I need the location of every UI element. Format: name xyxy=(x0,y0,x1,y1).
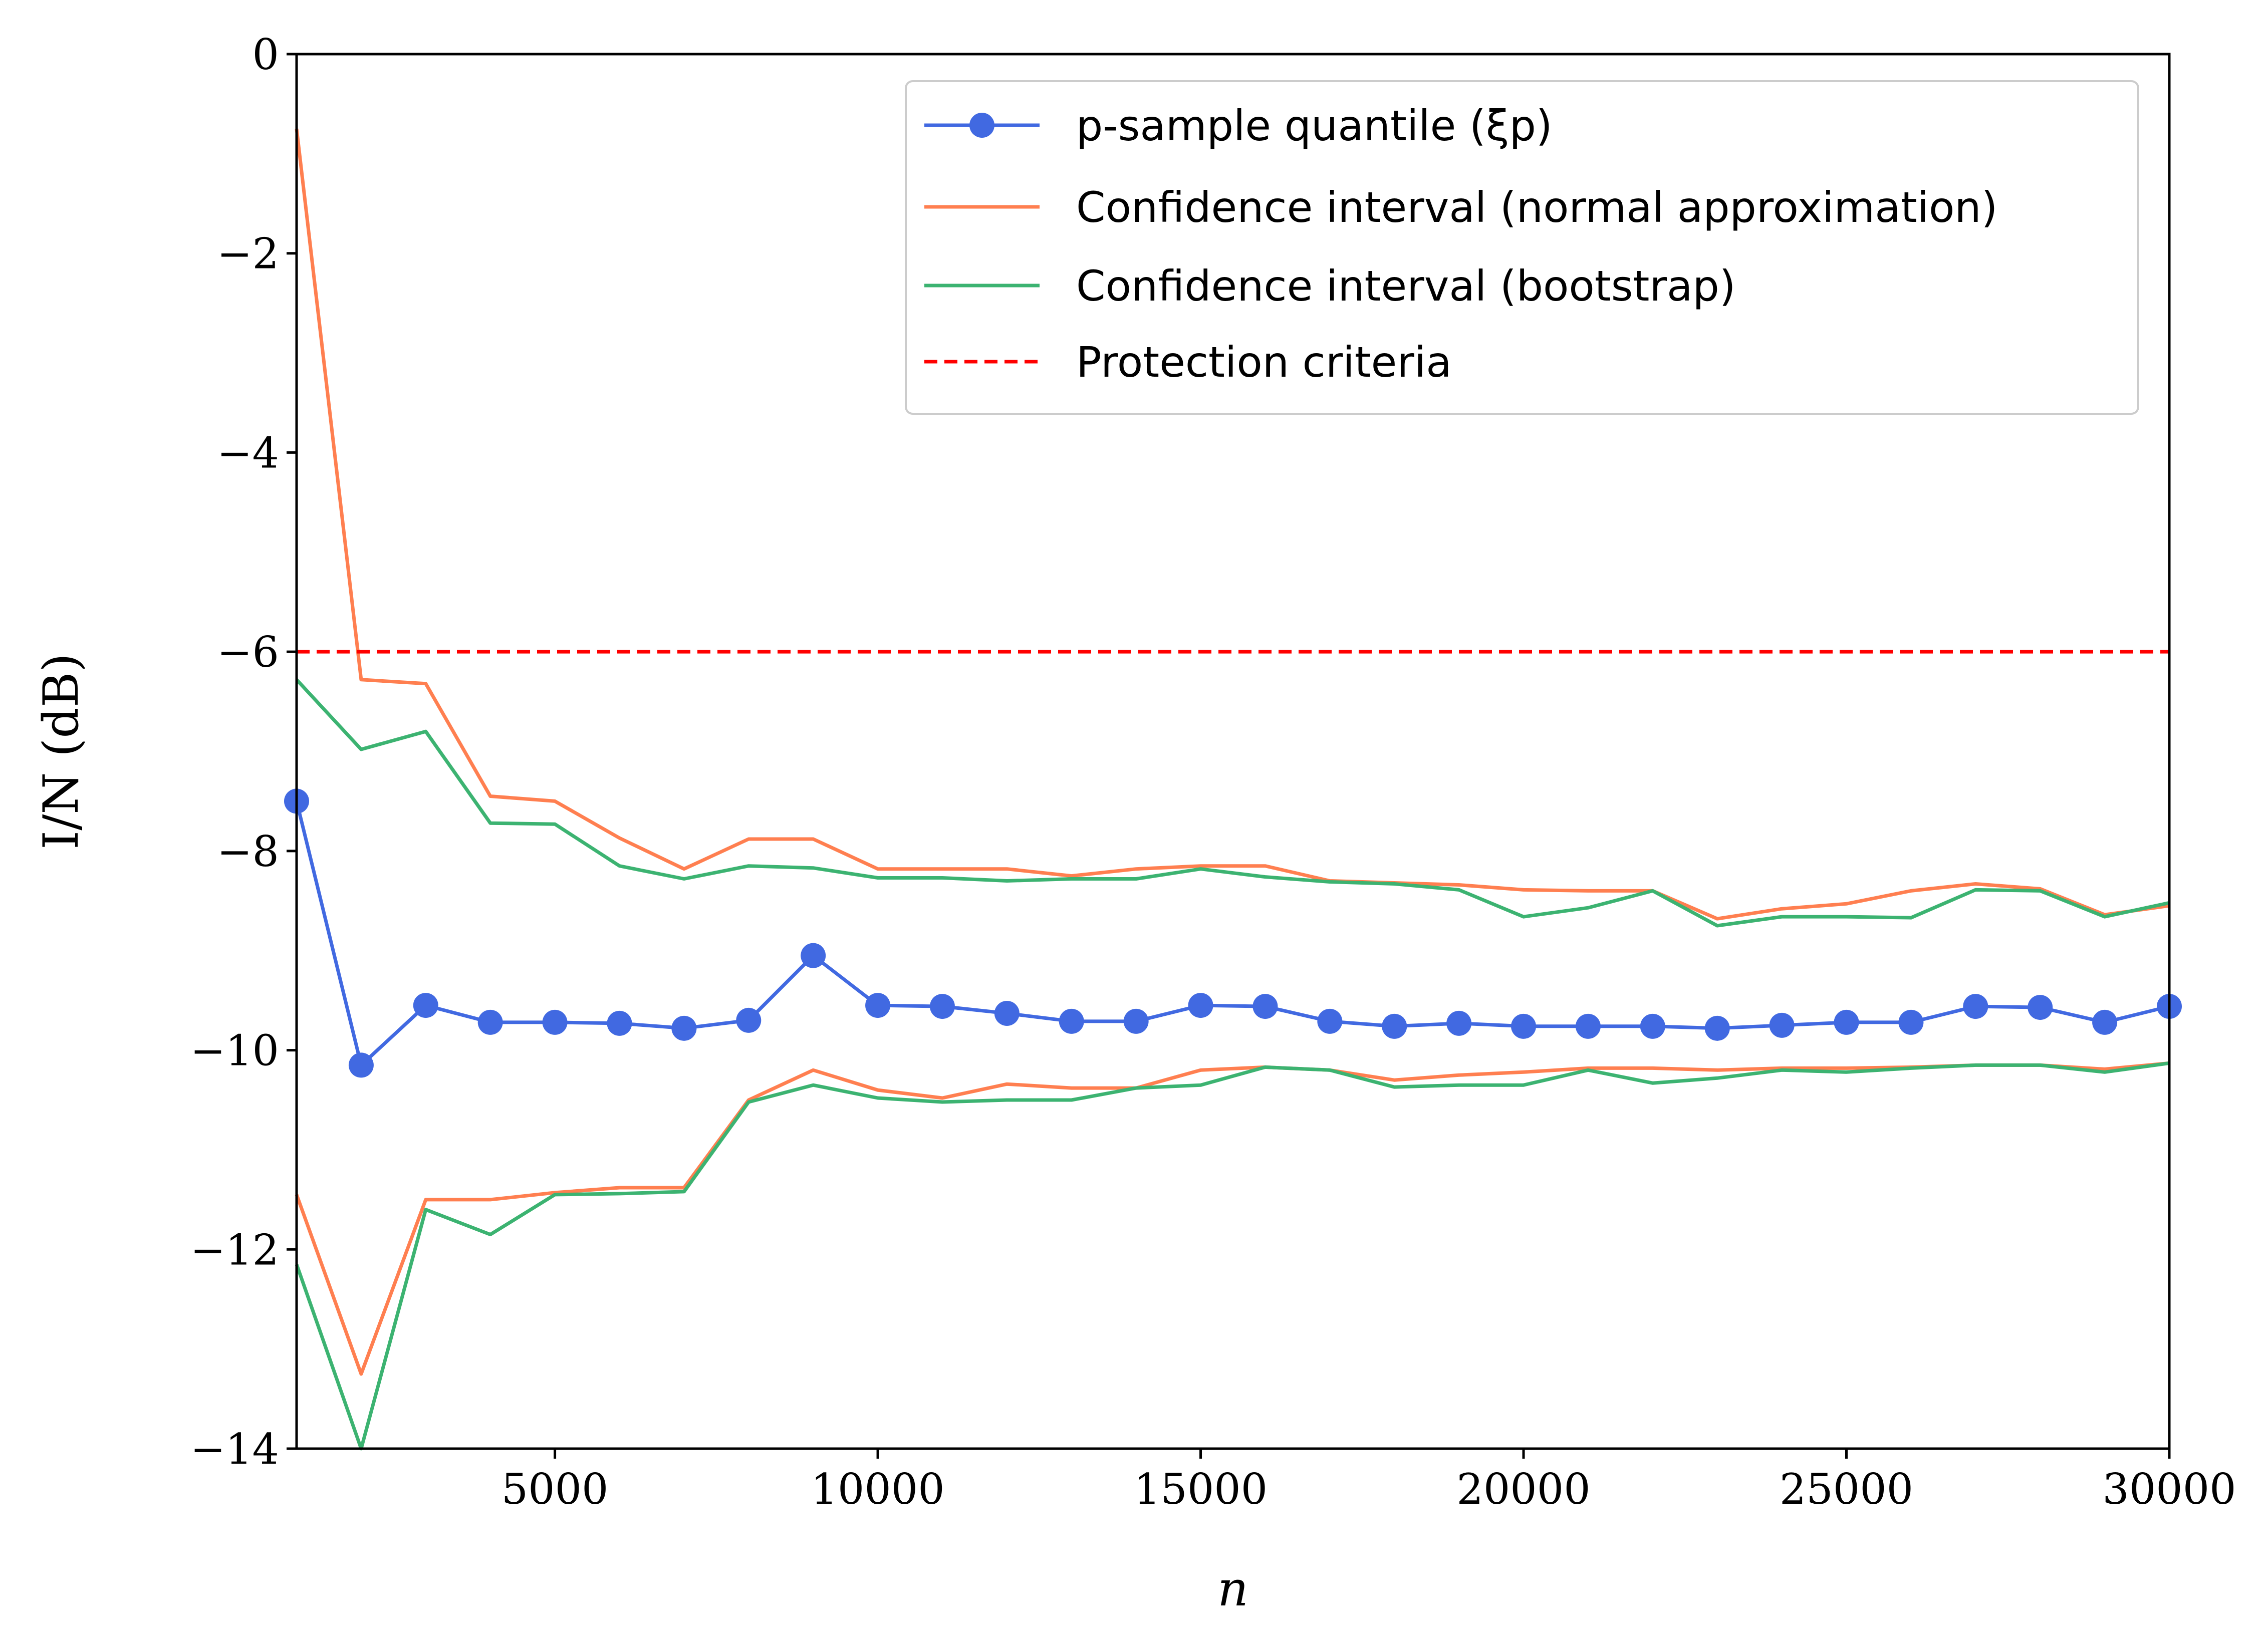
data-point xyxy=(801,943,826,968)
y-axis-label: I/N (dB) xyxy=(33,653,89,850)
data-point xyxy=(1252,994,1278,1019)
data-point xyxy=(1834,1009,1859,1035)
y-tick-label: −6 xyxy=(217,628,279,677)
legend-box xyxy=(905,80,2139,415)
series-line-2 xyxy=(295,1061,2170,1376)
data-point xyxy=(477,1009,503,1035)
y-axis: 0 −2 −4 −6 −8 −10 −12 −14 xyxy=(190,30,297,1474)
y-tick-label: −10 xyxy=(190,1026,279,1075)
data-point xyxy=(1704,1015,1730,1041)
data-point xyxy=(736,1007,762,1033)
x-axis-label: n xyxy=(1217,1561,1248,1617)
x-tick-label: 20000 xyxy=(1456,1465,1590,1514)
x-tick-label: 15000 xyxy=(1134,1465,1268,1514)
data-point xyxy=(1898,1009,1924,1035)
y-tick-label: −12 xyxy=(190,1225,279,1274)
series-line-3 xyxy=(295,678,2170,928)
data-point xyxy=(1317,1008,1343,1034)
x-tick-label: 5000 xyxy=(501,1465,609,1514)
data-point xyxy=(994,1000,1020,1026)
data-point xyxy=(865,993,891,1018)
data-point xyxy=(1640,1013,1665,1039)
data-point xyxy=(413,993,438,1018)
data-point xyxy=(1575,1013,1601,1039)
legend-label-normal-ci: Confidence interval (normal approximatio… xyxy=(1076,183,1997,232)
data-point xyxy=(1059,1008,1084,1034)
data-point xyxy=(1769,1012,1795,1038)
data-point xyxy=(1382,1013,1407,1039)
marker-layer xyxy=(284,788,2182,1078)
y-tick-label: −8 xyxy=(217,827,279,876)
data-point xyxy=(1511,1013,1537,1039)
data-point xyxy=(2092,1009,2118,1035)
x-axis: 5000 10000 15000 20000 25000 30000 xyxy=(501,1449,2236,1514)
data-point xyxy=(929,994,955,1019)
data-point xyxy=(2028,995,2053,1020)
series-line-4 xyxy=(295,1061,2170,1451)
legend-label-quantile: p-sample quantile (ξp) xyxy=(1076,101,1553,150)
y-tick-label: −14 xyxy=(190,1425,279,1474)
plot-frame xyxy=(295,53,2171,1450)
data-point xyxy=(348,1052,374,1078)
data-point xyxy=(607,1010,632,1036)
data-point xyxy=(542,1009,568,1035)
legend: p-sample quantile (ξp) Confidence interv… xyxy=(905,80,2139,415)
x-tick-label: 10000 xyxy=(811,1465,944,1514)
data-point xyxy=(671,1015,697,1041)
y-tick-label: −2 xyxy=(217,229,279,279)
data-point xyxy=(1188,993,1213,1018)
x-tick-label: 25000 xyxy=(1780,1465,1913,1514)
legend-label-bootstrap-ci: Confidence interval (bootstrap) xyxy=(1076,261,1736,311)
y-tick-label: 0 xyxy=(253,30,279,79)
series-line-1 xyxy=(295,128,2170,921)
data-point xyxy=(1446,1010,1472,1036)
data-point xyxy=(1123,1008,1149,1034)
legend-marker-quantile xyxy=(969,113,994,138)
legend-label-protection: Protection criteria xyxy=(1076,338,1452,387)
x-tick-label: 30000 xyxy=(2102,1465,2236,1514)
data-point xyxy=(1963,994,1988,1019)
y-tick-label: −4 xyxy=(217,428,279,477)
